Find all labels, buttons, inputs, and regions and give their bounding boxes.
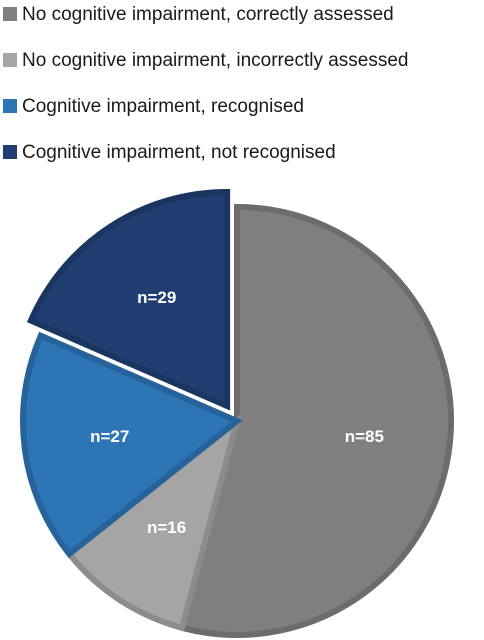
- slice-label: n=27: [90, 427, 129, 446]
- legend-swatch: [3, 7, 17, 21]
- legend-label: No cognitive impairment, correctly asses…: [22, 4, 394, 25]
- legend-swatch: [3, 53, 17, 67]
- slice-label: n=85: [345, 427, 384, 446]
- legend-swatch: [3, 145, 17, 159]
- slice-label: n=16: [147, 518, 186, 537]
- legend-swatch: [3, 99, 17, 113]
- slice-label: n=29: [137, 288, 176, 307]
- pie-slice: [26, 188, 231, 411]
- legend-label: Cognitive impairment, recognised: [22, 96, 304, 117]
- legend-label: Cognitive impairment, not recognised: [22, 142, 336, 163]
- pie-slice: [178, 203, 454, 638]
- pie-slice: [65, 413, 243, 632]
- legend-label: No cognitive impairment, incorrectly ass…: [22, 50, 409, 71]
- pie-slice: [20, 331, 243, 559]
